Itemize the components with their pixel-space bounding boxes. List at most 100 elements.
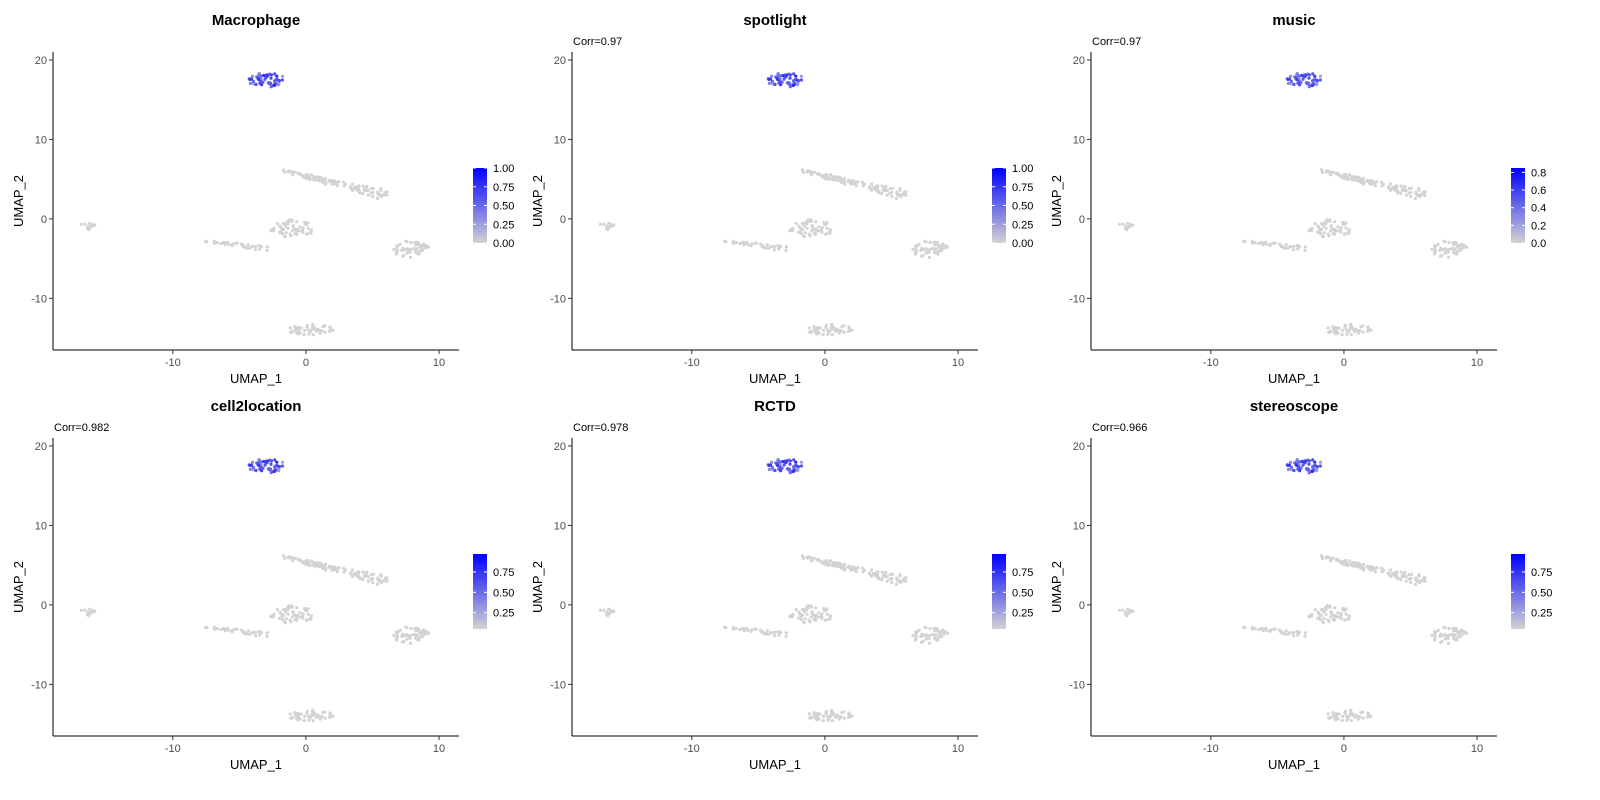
- data-point: [838, 329, 842, 333]
- data-point: [1359, 566, 1363, 570]
- data-point: [1303, 631, 1307, 635]
- data-point: [1310, 83, 1314, 88]
- data-point: [295, 618, 299, 622]
- x-tick-label: 10: [952, 743, 964, 755]
- data-point: [1339, 612, 1343, 616]
- data-point: [313, 327, 317, 331]
- data-point: [269, 73, 274, 77]
- data-point: [869, 182, 874, 186]
- data-point: [933, 626, 937, 630]
- data-point: [88, 221, 92, 225]
- data-point: [405, 637, 409, 641]
- data-point: [1387, 571, 1391, 575]
- data-point: [940, 634, 944, 638]
- data-point: [1361, 716, 1365, 720]
- data-point: [1347, 715, 1351, 719]
- data-point: [269, 462, 273, 466]
- data-point: [212, 625, 216, 629]
- color-legend-bar: [1511, 554, 1525, 629]
- data-point: [928, 626, 932, 631]
- data-point: [1313, 460, 1317, 464]
- data-point: [765, 243, 769, 247]
- data-point: [298, 611, 302, 615]
- data-point: [309, 329, 313, 333]
- data-point: [1418, 193, 1422, 197]
- data-point: [880, 184, 884, 188]
- data-point: [421, 248, 425, 252]
- data-point: [805, 605, 809, 609]
- data-point: [1296, 633, 1300, 637]
- data-point: [1318, 231, 1322, 236]
- data-point: [265, 631, 269, 635]
- data-point: [828, 329, 832, 333]
- data-point: [1373, 184, 1377, 188]
- data-point: [776, 77, 780, 82]
- data-point: [1300, 73, 1304, 78]
- data-point: [1342, 559, 1346, 563]
- data-point: [299, 326, 303, 330]
- data-point: [219, 627, 223, 632]
- data-point: [1304, 467, 1308, 471]
- y-tick-label: 20: [35, 55, 47, 67]
- data-point: [286, 608, 290, 612]
- data-point: [1316, 616, 1320, 620]
- data-point: [1303, 245, 1307, 249]
- data-point: [1307, 462, 1311, 466]
- data-point: [1326, 326, 1330, 330]
- data-point: [1409, 186, 1414, 190]
- data-point: [272, 83, 276, 88]
- data-point: [800, 227, 805, 232]
- data-point: [1357, 715, 1361, 719]
- y-tick-label: 10: [1073, 520, 1085, 532]
- data-point: [401, 640, 405, 644]
- data-point: [295, 220, 299, 224]
- data-point: [820, 226, 824, 230]
- data-point: [321, 178, 325, 182]
- data-point: [295, 232, 299, 236]
- data-point: [272, 226, 276, 230]
- data-point: [788, 462, 792, 466]
- data-point: [313, 564, 317, 568]
- data-point: [761, 630, 765, 634]
- x-tick-label: 10: [1471, 743, 1483, 755]
- data-point: [301, 174, 305, 178]
- x-tick-label: -10: [684, 743, 700, 755]
- data-point: [1345, 332, 1349, 336]
- data-point: [286, 612, 290, 616]
- panel-stereoscope: stereoscope Corr=0.966 -10 0 10 -10 0 10 20 UMAP_…: [1049, 398, 1552, 772]
- data-point: [1268, 243, 1272, 248]
- data-point: [881, 188, 885, 192]
- data-point: [738, 627, 742, 632]
- data-point: [796, 79, 800, 83]
- data-point: [1319, 227, 1324, 232]
- x-axis-label: UMAP_1: [749, 757, 801, 772]
- y-tick-label: 10: [554, 520, 566, 532]
- data-point: [765, 629, 769, 633]
- data-point: [422, 242, 426, 246]
- data-point: [1342, 618, 1346, 622]
- data-point: [885, 579, 889, 583]
- data-point: [301, 226, 305, 230]
- x-axis-label: UMAP_1: [230, 757, 282, 772]
- data-point: [292, 613, 297, 617]
- data-point: [398, 628, 402, 632]
- data-point: [1439, 640, 1443, 644]
- data-point: [814, 618, 818, 622]
- data-point: [852, 179, 856, 184]
- data-point: [1343, 562, 1347, 566]
- data-point: [1349, 708, 1353, 712]
- data-point: [834, 175, 838, 179]
- data-point: [297, 615, 302, 619]
- data-point: [342, 184, 346, 188]
- x-tick-label: 10: [1471, 357, 1483, 369]
- data-point: [798, 226, 802, 230]
- data-point: [820, 174, 824, 178]
- data-point: [854, 570, 858, 574]
- data-point: [1359, 178, 1363, 182]
- data-point: [395, 250, 399, 254]
- data-point: [1359, 180, 1363, 184]
- data-point: [284, 617, 288, 621]
- data-point: [1430, 633, 1434, 638]
- color-legend-bar: [992, 554, 1006, 629]
- data-point: [1129, 610, 1133, 614]
